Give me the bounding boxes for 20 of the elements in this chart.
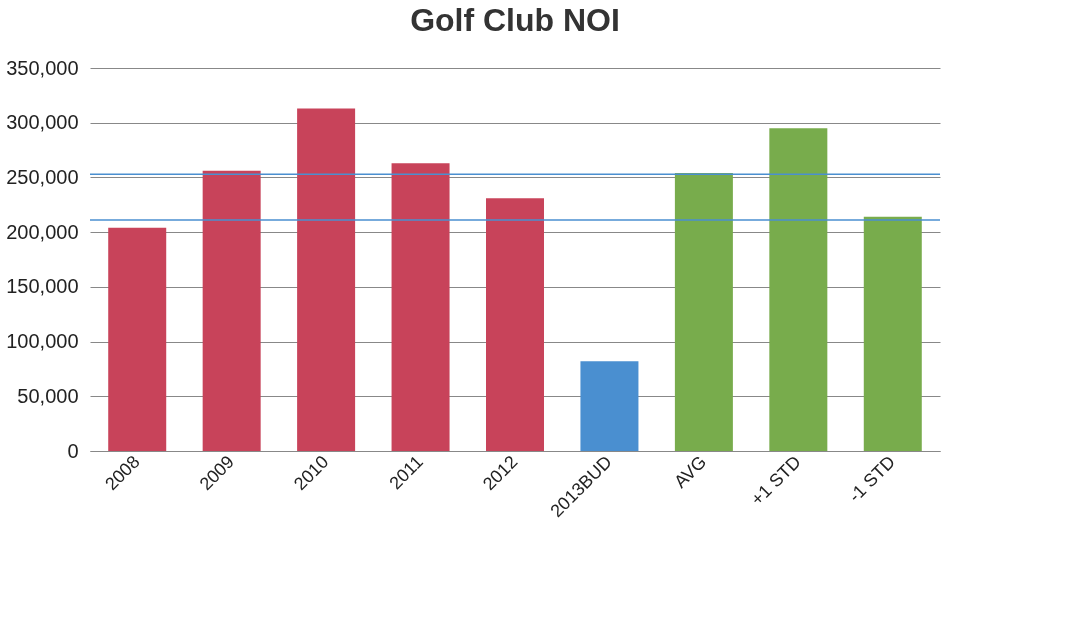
- y-tick-label: 350,000: [6, 56, 79, 79]
- y-tick-label: 300,000: [6, 111, 79, 134]
- x-tick-label: -1 STD: [844, 451, 900, 507]
- y-tick-label: 250,000: [6, 165, 79, 188]
- bar: [202, 170, 261, 451]
- x-tick-label: +1 STD: [747, 451, 805, 510]
- bar: [297, 108, 356, 451]
- bar: [674, 173, 733, 451]
- bar: [863, 216, 922, 451]
- bar: [391, 163, 450, 451]
- y-tick-label: 50,000: [17, 384, 79, 407]
- y-tick-label: 150,000: [6, 275, 79, 298]
- bar: [486, 198, 544, 451]
- y-tick-label: 0: [67, 439, 79, 462]
- chart-title: Golf Club NOI: [410, 2, 620, 38]
- y-tick-label: 200,000: [6, 220, 79, 243]
- y-tick-label: 100,000: [6, 330, 79, 353]
- bar: [580, 361, 639, 451]
- bar: [108, 227, 167, 451]
- bar: [769, 128, 828, 451]
